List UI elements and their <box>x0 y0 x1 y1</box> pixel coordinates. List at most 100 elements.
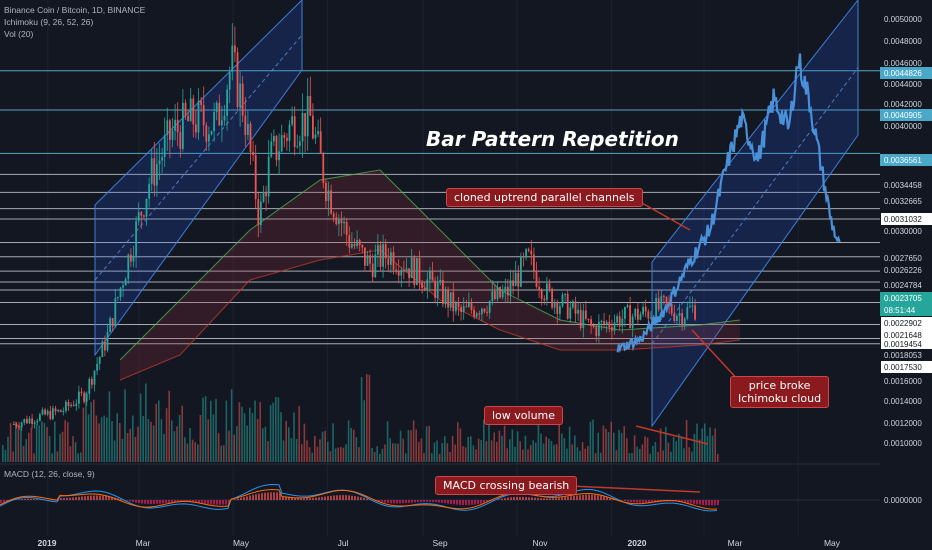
candle-body <box>530 250 533 255</box>
price-tick-label: 0.0046000 <box>884 59 922 68</box>
volume-bar <box>106 417 108 462</box>
volume-bar <box>459 428 462 462</box>
volume-bar <box>155 403 157 462</box>
macd-histogram-bar <box>558 497 560 500</box>
tick-bg <box>881 225 932 237</box>
ichimoku-legend[interactable]: Ichimoku (9, 26, 52, 26) <box>4 17 94 27</box>
symbol-legend[interactable]: Binance Coin / Bitcoin, 1D, BINANCE <box>4 5 146 15</box>
candle-body <box>410 257 413 279</box>
level-badge <box>880 292 932 304</box>
macd-histogram-bar <box>591 494 593 500</box>
volume-bar <box>519 441 521 462</box>
volume-bar <box>95 415 98 462</box>
candle-body <box>153 158 156 186</box>
candle-body <box>291 116 293 125</box>
volume-bar <box>181 405 183 462</box>
candle-body <box>350 243 353 248</box>
candle-body <box>460 307 462 313</box>
macd-histogram-bar <box>201 500 203 504</box>
candle-body <box>569 307 572 319</box>
volume-bar <box>347 420 350 462</box>
candle-body <box>649 317 652 319</box>
volume-bar <box>503 425 506 462</box>
volume-bar <box>311 452 313 462</box>
candle-body <box>353 243 356 247</box>
macd-legend[interactable]: MACD (12, 26, close, 9) <box>4 469 95 479</box>
volume-bar <box>641 444 644 462</box>
macd-histogram-bar <box>267 492 269 500</box>
volume-bar <box>631 452 633 462</box>
candle-body <box>20 422 23 428</box>
volume-bar <box>711 435 714 462</box>
volume-bar <box>376 446 378 462</box>
candle-body <box>311 115 314 139</box>
price-tick-label: 0.0019454 <box>884 340 922 349</box>
macd-histogram-bar <box>549 498 551 500</box>
price-tick-label: 0.0016000 <box>884 377 922 386</box>
macd-histogram-bar <box>54 500 56 501</box>
volume-bar <box>444 436 446 462</box>
candle-body <box>85 393 88 402</box>
volume-bar <box>698 439 701 462</box>
tick-bg <box>881 35 932 47</box>
volume-bar <box>597 432 599 462</box>
volume-bar <box>340 446 342 462</box>
candle-body <box>259 201 262 226</box>
volume-bar <box>98 423 100 462</box>
volume-bar <box>568 426 571 462</box>
macd-histogram-bar <box>315 497 317 500</box>
macd-histogram-bar <box>216 500 218 505</box>
macd-histogram-bar <box>579 495 581 500</box>
candle-body <box>647 311 650 319</box>
macd-tick-bg <box>880 494 932 506</box>
macd-histogram-bar <box>363 497 365 500</box>
tick-bg <box>881 279 932 291</box>
volume-bar <box>277 397 280 462</box>
macd-histogram-bar <box>252 494 254 500</box>
volume-bar <box>288 427 290 462</box>
macd-histogram-bar <box>417 500 419 503</box>
macd-histogram-bar <box>213 500 215 505</box>
macd-histogram-bar <box>438 500 440 503</box>
macd-histogram-bar <box>144 500 146 504</box>
macd-histogram-bar <box>72 497 74 500</box>
price-tick-label: 0.0024784 <box>884 281 922 290</box>
volume-bar <box>428 425 430 462</box>
volume-bar <box>592 419 594 462</box>
volume-bar <box>514 446 516 462</box>
candle-body <box>335 217 338 225</box>
volume-bar <box>685 420 688 462</box>
candle-body <box>275 135 278 161</box>
price-axis: 0.0050000 0.0048000 0.0046000 0.0044000 0.00… <box>880 0 932 550</box>
candle-body <box>571 301 574 308</box>
candle-body <box>337 218 340 225</box>
volume-bar <box>470 436 472 462</box>
volume-bar <box>108 391 111 462</box>
volume-bar <box>82 407 85 462</box>
volume-bar <box>246 425 248 462</box>
candle-body <box>642 306 644 315</box>
volume-bar <box>488 419 490 462</box>
macd-histogram-bar <box>576 495 578 500</box>
candle-body <box>389 252 392 265</box>
volume-bar <box>550 440 553 462</box>
volume-bar <box>74 442 77 462</box>
macd-histogram-bar <box>33 498 35 500</box>
volume-bar <box>358 447 360 462</box>
candle-body <box>288 124 291 141</box>
time-axis-bg <box>0 536 932 550</box>
volume-bar <box>301 444 303 462</box>
volume-legend[interactable]: Vol (20) <box>4 29 34 39</box>
candle-body <box>629 305 631 329</box>
candle-body <box>434 280 436 298</box>
volume-bar <box>342 447 345 462</box>
candle-body <box>215 102 218 113</box>
volume-bar <box>659 428 662 462</box>
candle-body <box>473 309 475 317</box>
volume-bar <box>147 419 150 462</box>
macd-histogram-bar <box>348 495 350 500</box>
candle-body <box>62 411 65 413</box>
candle-body <box>688 306 691 308</box>
